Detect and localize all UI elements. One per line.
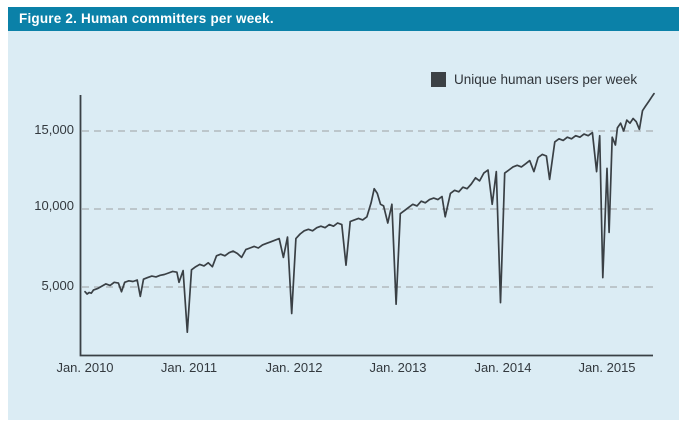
y-tick-label-10000: 10,000 [34, 198, 74, 213]
x-tick-label-2010: Jan. 2010 [56, 360, 114, 375]
x-tick-label-2011: Jan. 2011 [160, 360, 218, 375]
axis-lines [79, 95, 653, 357]
y-tick-label-15000: 15,000 [34, 122, 74, 137]
chart-legend: Unique human users per week [431, 72, 637, 87]
x-tick-label-2015: Jan. 2015 [578, 360, 636, 375]
figure-title-bar: Figure 2. Human committers per week. [8, 7, 679, 31]
x-tick-label-2014: Jan. 2014 [474, 360, 532, 375]
y-tick-label-5000: 5,000 [41, 278, 74, 293]
x-tick-label-2012: Jan. 2012 [265, 360, 323, 375]
figure-title: Figure 2. Human committers per week. [19, 11, 274, 26]
legend-label: Unique human users per week [454, 72, 638, 87]
legend-swatch-icon [431, 72, 446, 87]
series-line-unique-human-users [84, 92, 655, 334]
x-tick-label-2013: Jan. 2013 [369, 360, 427, 375]
